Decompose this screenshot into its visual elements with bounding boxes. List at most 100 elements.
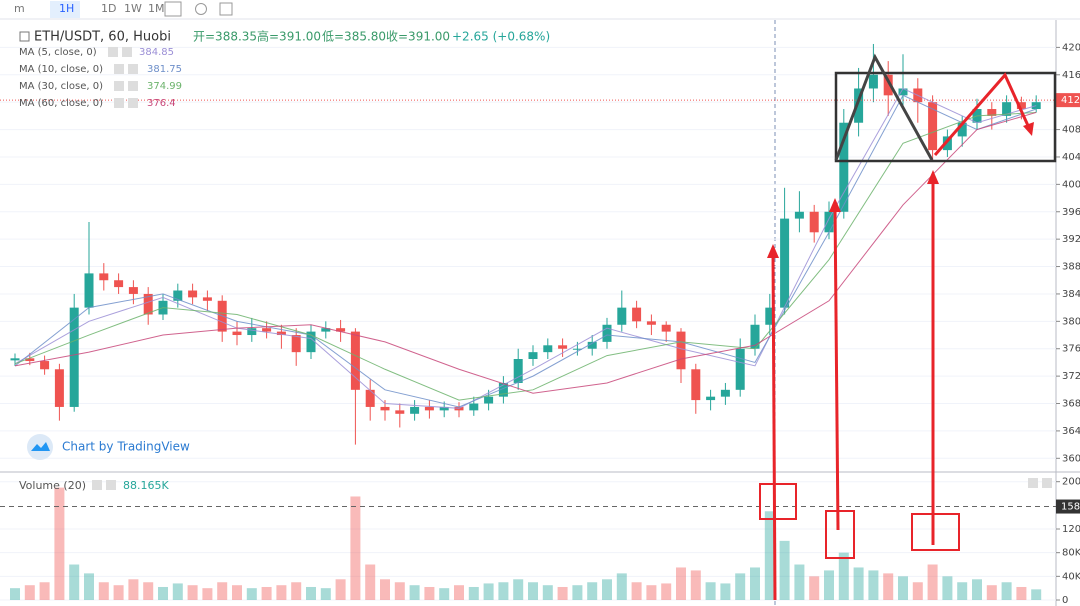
pane-button[interactable]	[1028, 478, 1038, 488]
candle-body	[84, 273, 94, 308]
legend-icon[interactable]	[114, 81, 124, 91]
volume-bar	[498, 582, 509, 600]
ma-line	[14, 111, 1037, 401]
volume-bar	[291, 582, 302, 600]
y-tick-label: 416	[1062, 70, 1080, 81]
volume-bar	[424, 586, 435, 600]
candle-body	[469, 403, 479, 411]
volume-bar	[972, 579, 982, 600]
volume-bar	[868, 570, 879, 600]
legend-icon[interactable]	[122, 47, 132, 57]
toolbar-item[interactable]: 1H	[59, 2, 74, 15]
volume-bar	[1016, 586, 1027, 600]
volume-bar	[883, 573, 894, 600]
volume-bar	[557, 586, 568, 600]
legend-icon[interactable]	[92, 480, 102, 490]
volume-bar	[1031, 589, 1042, 600]
volume-legend: Volume (20)	[19, 479, 86, 492]
legend-icon[interactable]	[128, 98, 138, 108]
watermark-icon-shape	[31, 442, 50, 451]
compare-icon[interactable]	[164, 1, 182, 17]
candle-body	[632, 307, 642, 322]
pane-button[interactable]	[1042, 478, 1052, 488]
snapshot-icon[interactable]	[219, 2, 233, 16]
volume-bar	[986, 585, 997, 600]
volume-bar	[661, 583, 672, 600]
volume-bar	[705, 582, 716, 600]
toolbar-items: m 1H 1D 1W 1M	[14, 2, 165, 15]
candle-body	[306, 331, 316, 353]
volume-bar	[439, 588, 450, 600]
candle-body	[424, 406, 434, 411]
candle-body	[750, 324, 760, 349]
settings-icon[interactable]	[195, 3, 207, 15]
highlight-box	[825, 510, 855, 559]
candle-body	[928, 102, 938, 151]
ma-legend: MA (5, close, 0) 384.85 MA (10, close, 0) 3…	[19, 47, 182, 109]
volume-bars	[10, 487, 1042, 600]
candle-body	[942, 136, 952, 151]
candle-body	[54, 369, 64, 407]
moving-averages	[14, 87, 1037, 409]
volume-bar	[750, 567, 760, 600]
volume-bar	[380, 579, 390, 600]
volume-bar	[320, 588, 331, 600]
legend-icon[interactable]	[114, 98, 124, 108]
drawn-arrow	[833, 205, 840, 531]
volume-bar	[454, 585, 464, 600]
ma-line	[14, 87, 1037, 409]
last-price-label: 412	[1061, 95, 1080, 106]
toolbar-item[interactable]: m	[14, 2, 25, 15]
toolbar-item[interactable]: 1D	[101, 2, 116, 15]
watermark[interactable]: Chart by TradingView	[62, 440, 190, 454]
last-price-badge	[1056, 93, 1080, 108]
highlight-box	[911, 513, 960, 551]
candle-body	[202, 297, 212, 301]
drawn-arrow	[771, 251, 777, 601]
volume-bar	[957, 582, 968, 600]
volume-bar	[187, 585, 198, 600]
candle-body	[558, 345, 568, 349]
toolbar-item[interactable]: 1W	[124, 2, 142, 15]
volume-bar	[942, 576, 953, 600]
candle-body	[868, 74, 878, 89]
volume-bar	[853, 567, 864, 600]
volume-bar	[39, 582, 50, 600]
candle-body	[498, 382, 508, 397]
candle-body	[232, 331, 242, 336]
volume-bar	[143, 582, 154, 600]
candle-body	[25, 358, 35, 362]
candle-body	[40, 361, 50, 370]
candle-body	[528, 352, 538, 359]
candle-body	[143, 293, 153, 315]
volume-bar	[927, 564, 938, 600]
y-tick-label: 364	[1062, 426, 1080, 437]
candle-body	[839, 122, 849, 212]
y-tick-label: 360	[1062, 453, 1080, 464]
volume-bar	[69, 564, 80, 600]
candle-body	[587, 341, 597, 349]
ohlc-value: 收=391.00	[386, 30, 450, 44]
legend-icon[interactable]	[128, 64, 138, 74]
range-box	[834, 71, 1057, 163]
legend-icon[interactable]	[106, 480, 116, 490]
y-tick-label: 380	[1062, 316, 1080, 327]
toolbar-item[interactable]: 1M	[148, 2, 165, 15]
candle-body	[898, 88, 908, 96]
volume-bar	[306, 586, 316, 600]
active-interval[interactable]	[50, 1, 80, 18]
volume-bar	[409, 585, 420, 600]
legend-icon[interactable]	[114, 64, 124, 74]
volume-bar	[735, 573, 746, 600]
candle-body	[128, 287, 138, 294]
volume-bar	[350, 496, 361, 600]
collapse-icon[interactable]	[19, 31, 30, 42]
candle-body	[617, 307, 627, 325]
candle-body	[602, 324, 612, 342]
candle-body	[765, 307, 775, 325]
y-tick-label: 420	[1062, 42, 1080, 53]
volume-bar	[335, 579, 346, 600]
legend-icon[interactable]	[108, 47, 118, 57]
legend-icon[interactable]	[128, 81, 138, 91]
volume-bar	[24, 585, 35, 600]
